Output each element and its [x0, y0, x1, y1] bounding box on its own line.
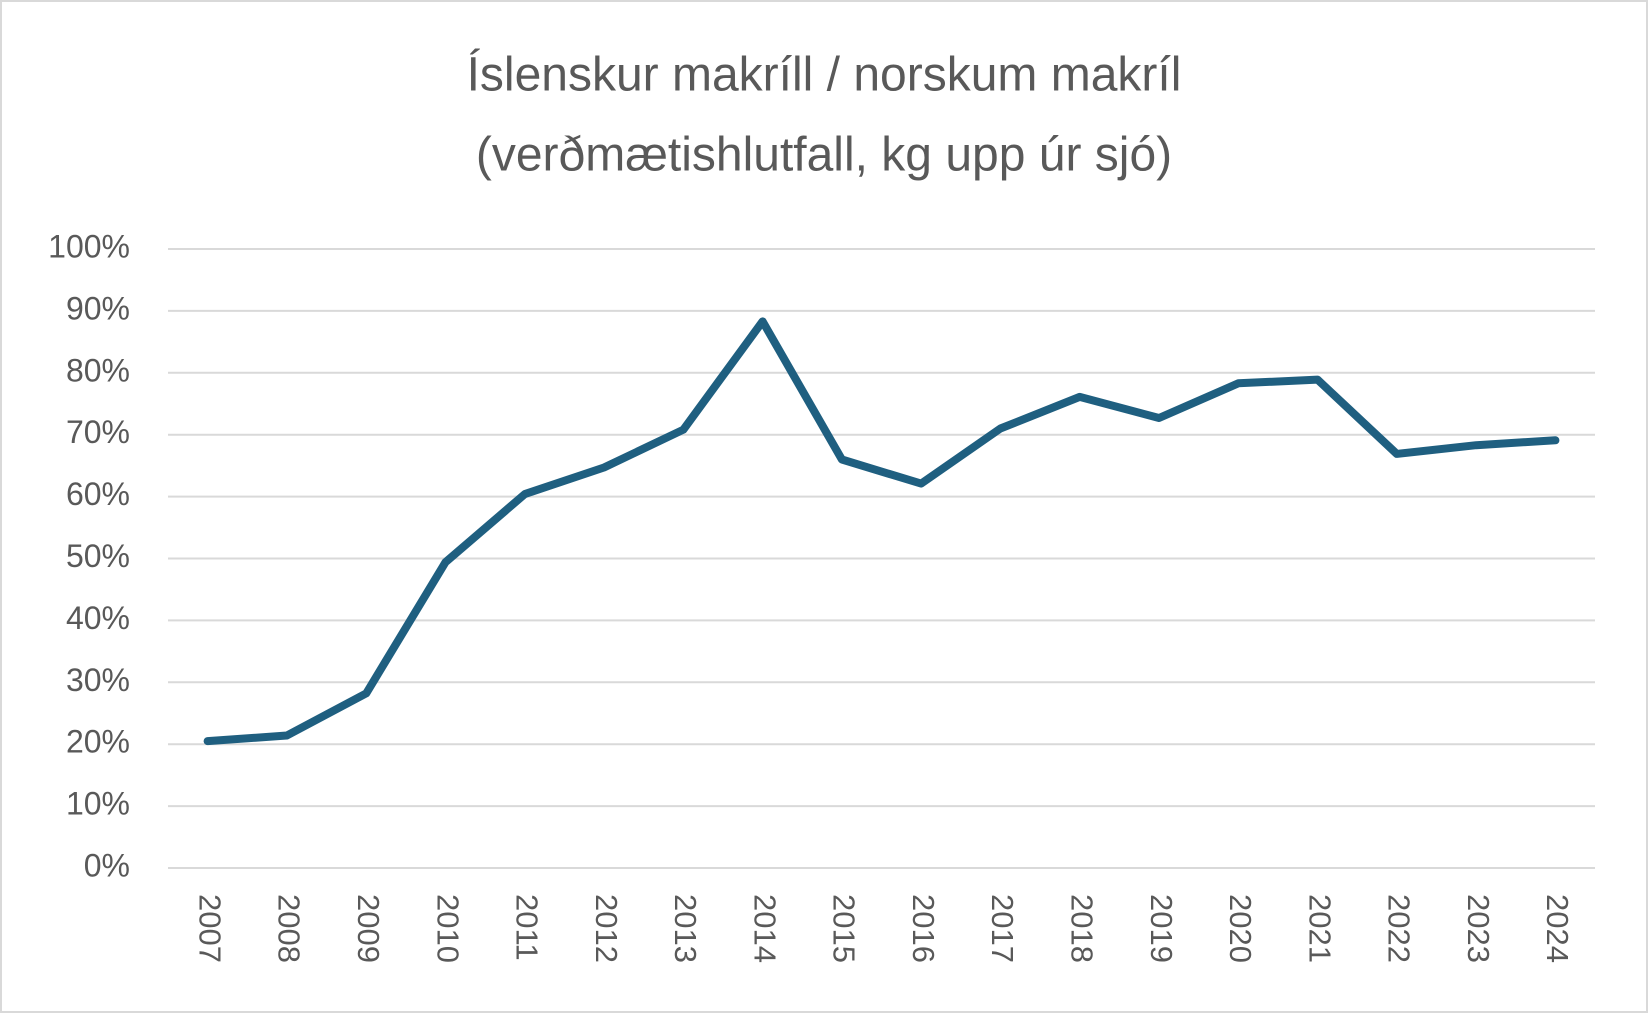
x-tick-label: 2021 [1302, 894, 1337, 963]
y-tick-label: 30% [66, 662, 130, 698]
x-tick-label: 2023 [1461, 894, 1496, 963]
y-tick-label: 40% [66, 600, 130, 636]
x-tick-label: 2018 [1065, 894, 1100, 963]
x-tick-label: 2008 [272, 894, 307, 963]
x-tick-label: 2017 [985, 894, 1020, 963]
y-tick-label: 0% [84, 847, 130, 883]
x-tick-label: 2015 [827, 894, 862, 963]
chart-subtitle: (verðmætishlutfall, kg upp úr sjó) [476, 129, 1172, 182]
x-tick-label: 2014 [747, 894, 782, 963]
y-tick-label: 10% [66, 786, 130, 822]
x-tick-label: 2024 [1540, 894, 1575, 963]
x-tick-label: 2009 [351, 894, 386, 963]
y-tick-label: 20% [66, 724, 130, 760]
y-tick-label: 100% [48, 228, 130, 264]
x-tick-label: 2019 [1144, 894, 1179, 963]
x-tick-label: 2020 [1223, 894, 1258, 963]
x-tick-label: 2012 [589, 894, 624, 963]
x-tick-label: 2013 [668, 894, 703, 963]
x-tick-label: 2010 [430, 894, 465, 963]
x-tick-label: 2007 [192, 894, 227, 963]
x-tick-label: 2016 [906, 894, 941, 963]
y-tick-label: 70% [66, 414, 130, 450]
data-line [203, 317, 1560, 746]
y-tick-label: 80% [66, 352, 130, 388]
x-tick-label: 2011 [510, 894, 545, 961]
y-tick-label: 60% [66, 476, 130, 512]
y-tick-label: 50% [66, 538, 130, 574]
chart-title: Íslenskur makríll / norskum makríl [467, 49, 1182, 102]
y-tick-label: 90% [66, 290, 130, 326]
x-tick-label: 2022 [1382, 894, 1417, 963]
